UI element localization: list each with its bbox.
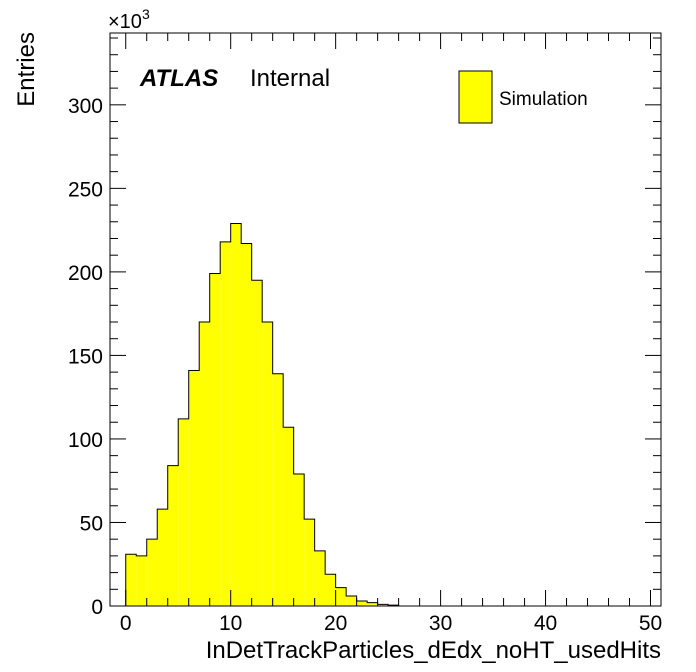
x-axis-title: InDetTrackParticles_dEdx_noHT_usedHits [206, 637, 661, 664]
x-tick-label: 40 [534, 612, 557, 635]
x-tick-label: 30 [429, 612, 452, 635]
histogram-bars [115, 222, 661, 607]
histogram-bar [251, 280, 263, 606]
histogram-bar [272, 373, 284, 606]
y-tick-label: 50 [80, 512, 103, 535]
x-tick-labels: 0 10 20 30 40 50 [120, 612, 662, 635]
x-tick-label: 20 [324, 612, 347, 635]
x-tick-label: 0 [120, 612, 132, 635]
plot-frame [109, 32, 662, 607]
histogram-bar [293, 474, 305, 606]
histogram-bar [178, 418, 189, 606]
histogram-bar [220, 241, 231, 606]
histogram-bar [125, 554, 137, 606]
y-tick-label: 150 [68, 345, 103, 368]
histogram-bar [167, 465, 179, 606]
y-tick-labels: 0 50 100 150 200 250 300 [68, 95, 103, 619]
y-axis-title: Entries [13, 32, 40, 107]
y-tick-label: 300 [68, 95, 103, 118]
internal-label: Internal [250, 65, 330, 92]
x-tick-label: 10 [219, 612, 242, 635]
axis-ticks [110, 33, 661, 607]
histogram-bar [209, 273, 221, 606]
histogram-bar [157, 509, 168, 606]
histogram-bar [241, 243, 252, 606]
y-axis-multiplier: ×103 [108, 6, 150, 33]
histogram-bar [136, 555, 147, 606]
y-tick-label: 100 [68, 429, 103, 452]
legend-swatch-simulation [458, 70, 493, 124]
histogram-bar [199, 322, 210, 606]
x-tick-label: 50 [639, 612, 662, 635]
y-tick-label: 0 [91, 596, 103, 619]
histogram-bar [283, 427, 294, 606]
histogram-bar [146, 539, 158, 606]
histogram-bar [230, 223, 242, 606]
histogram-bar [314, 550, 326, 606]
y-tick-label: 200 [68, 262, 103, 285]
histogram-bar [304, 519, 315, 606]
histogram-bar [377, 604, 389, 606]
histogram-bar [335, 587, 347, 606]
histogram-bar [356, 600, 368, 606]
histogram-bar [262, 322, 273, 606]
y-tick-label: 250 [68, 178, 103, 201]
histogram-bar [346, 595, 357, 606]
histogram-bar [367, 602, 378, 606]
legend: Simulation [458, 70, 588, 124]
legend-label-simulation: Simulation [499, 89, 588, 110]
atlas-label: ATLAS [139, 65, 218, 92]
histogram-bar [188, 370, 200, 606]
plot-frame-rect [109, 32, 662, 607]
histogram-bar [325, 574, 336, 606]
